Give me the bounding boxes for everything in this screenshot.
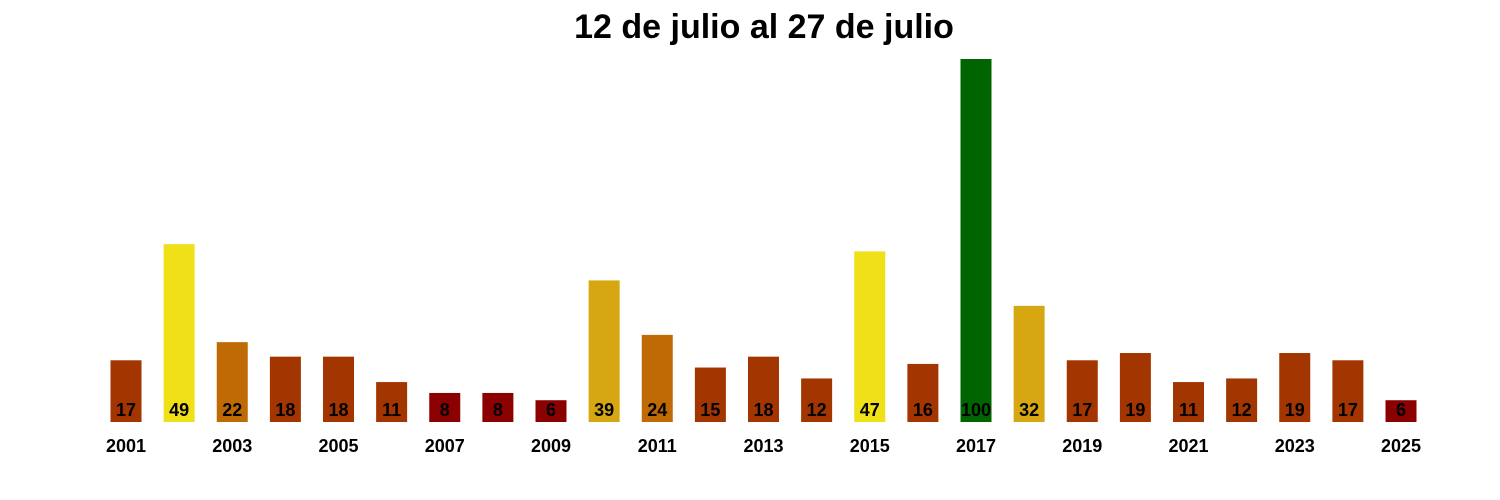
bar-value-label-2013: 18	[753, 400, 773, 420]
x-tick-labels-group: 2001 2003 2005 2007 2009 2011 2013 2015 2017 2019…	[106, 436, 1421, 456]
x-tick-label-2021: 2021	[1168, 436, 1208, 456]
bar-2009	[535, 400, 567, 422]
x-tick-label-2005: 2005	[318, 436, 358, 456]
bar-value-label-2019: 17	[1072, 400, 1092, 420]
bar-2003	[216, 342, 248, 422]
x-tick-label-2013: 2013	[743, 436, 783, 456]
bar-value-label-2022: 12	[1232, 400, 1252, 420]
bar-value-label-2012: 15	[700, 400, 720, 420]
bar-2006	[376, 382, 408, 422]
x-tick-label-2007: 2007	[425, 436, 465, 456]
bar-value-label-2001: 17	[116, 400, 136, 420]
bar-2015	[854, 251, 886, 422]
bar-2001	[110, 360, 142, 422]
bar-value-label-2007: 8	[440, 400, 450, 420]
x-tick-label-2001: 2001	[106, 436, 146, 456]
bar-2018	[1013, 305, 1045, 422]
bar-2021	[1173, 382, 1204, 422]
bar-2019	[1066, 360, 1098, 422]
bar-value-label-2009: 6	[546, 400, 556, 420]
bar-2008	[482, 392, 514, 422]
bar-value-label-2015: 47	[860, 400, 880, 420]
x-tick-label-2025: 2025	[1381, 436, 1421, 456]
bar-2023	[1279, 353, 1311, 422]
bar-2005	[323, 356, 354, 422]
bar-value-label-2024: 17	[1338, 400, 1358, 420]
bar-value-label-2004: 18	[275, 400, 295, 420]
bar-2016	[907, 363, 939, 422]
x-tick-label-2009: 2009	[531, 436, 571, 456]
x-tick-label-2017: 2017	[956, 436, 996, 456]
bar-2004	[269, 356, 301, 422]
bar-value-label-2020: 19	[1125, 400, 1145, 420]
bar-value-label-2021: 11	[1179, 400, 1198, 420]
bar-value-label-2014: 12	[807, 400, 827, 420]
x-tick-label-2019: 2019	[1062, 436, 1102, 456]
bar-2012	[694, 367, 726, 422]
bar-2017	[960, 59, 992, 422]
bar-2013	[748, 356, 779, 422]
x-tick-label-2015: 2015	[850, 436, 890, 456]
chart-title: 12 de julio al 27 de julio	[574, 8, 954, 46]
bar-2024	[1332, 360, 1364, 422]
value-labels-group: 17 49 22 18 18 11 8 8 6 39 24 15 18 12 47 16 100 32 17 19 11…	[116, 400, 1406, 420]
bar-value-label-2018: 32	[1019, 400, 1039, 420]
x-tick-label-2003: 2003	[212, 436, 252, 456]
bar-value-label-2005: 18	[328, 400, 348, 420]
bar-value-label-2002: 49	[169, 400, 189, 420]
bar-value-label-2023: 19	[1285, 400, 1305, 420]
bar-2007	[429, 392, 461, 422]
bar-value-label-2008: 8	[493, 400, 503, 420]
x-tick-label-2011: 2011	[638, 436, 677, 456]
bar-value-label-2003: 22	[222, 400, 242, 420]
bar-2022	[1226, 378, 1258, 422]
bar-value-label-2017: 100	[961, 400, 991, 420]
x-tick-label-2023: 2023	[1275, 436, 1315, 456]
bar-2002	[163, 244, 195, 422]
bar-value-label-2010: 39	[594, 400, 614, 420]
bar-value-label-2011: 24	[647, 400, 667, 420]
bar-2020	[1119, 353, 1151, 422]
bar-2011	[641, 334, 673, 422]
bar-2010	[588, 280, 620, 422]
bar-2014	[801, 378, 833, 422]
bar-2025	[1385, 400, 1417, 422]
bars-group	[110, 59, 1417, 422]
bar-value-label-2025: 6	[1396, 400, 1406, 420]
bar-value-label-2016: 16	[913, 400, 933, 420]
bar-value-label-2006: 11	[382, 400, 401, 420]
